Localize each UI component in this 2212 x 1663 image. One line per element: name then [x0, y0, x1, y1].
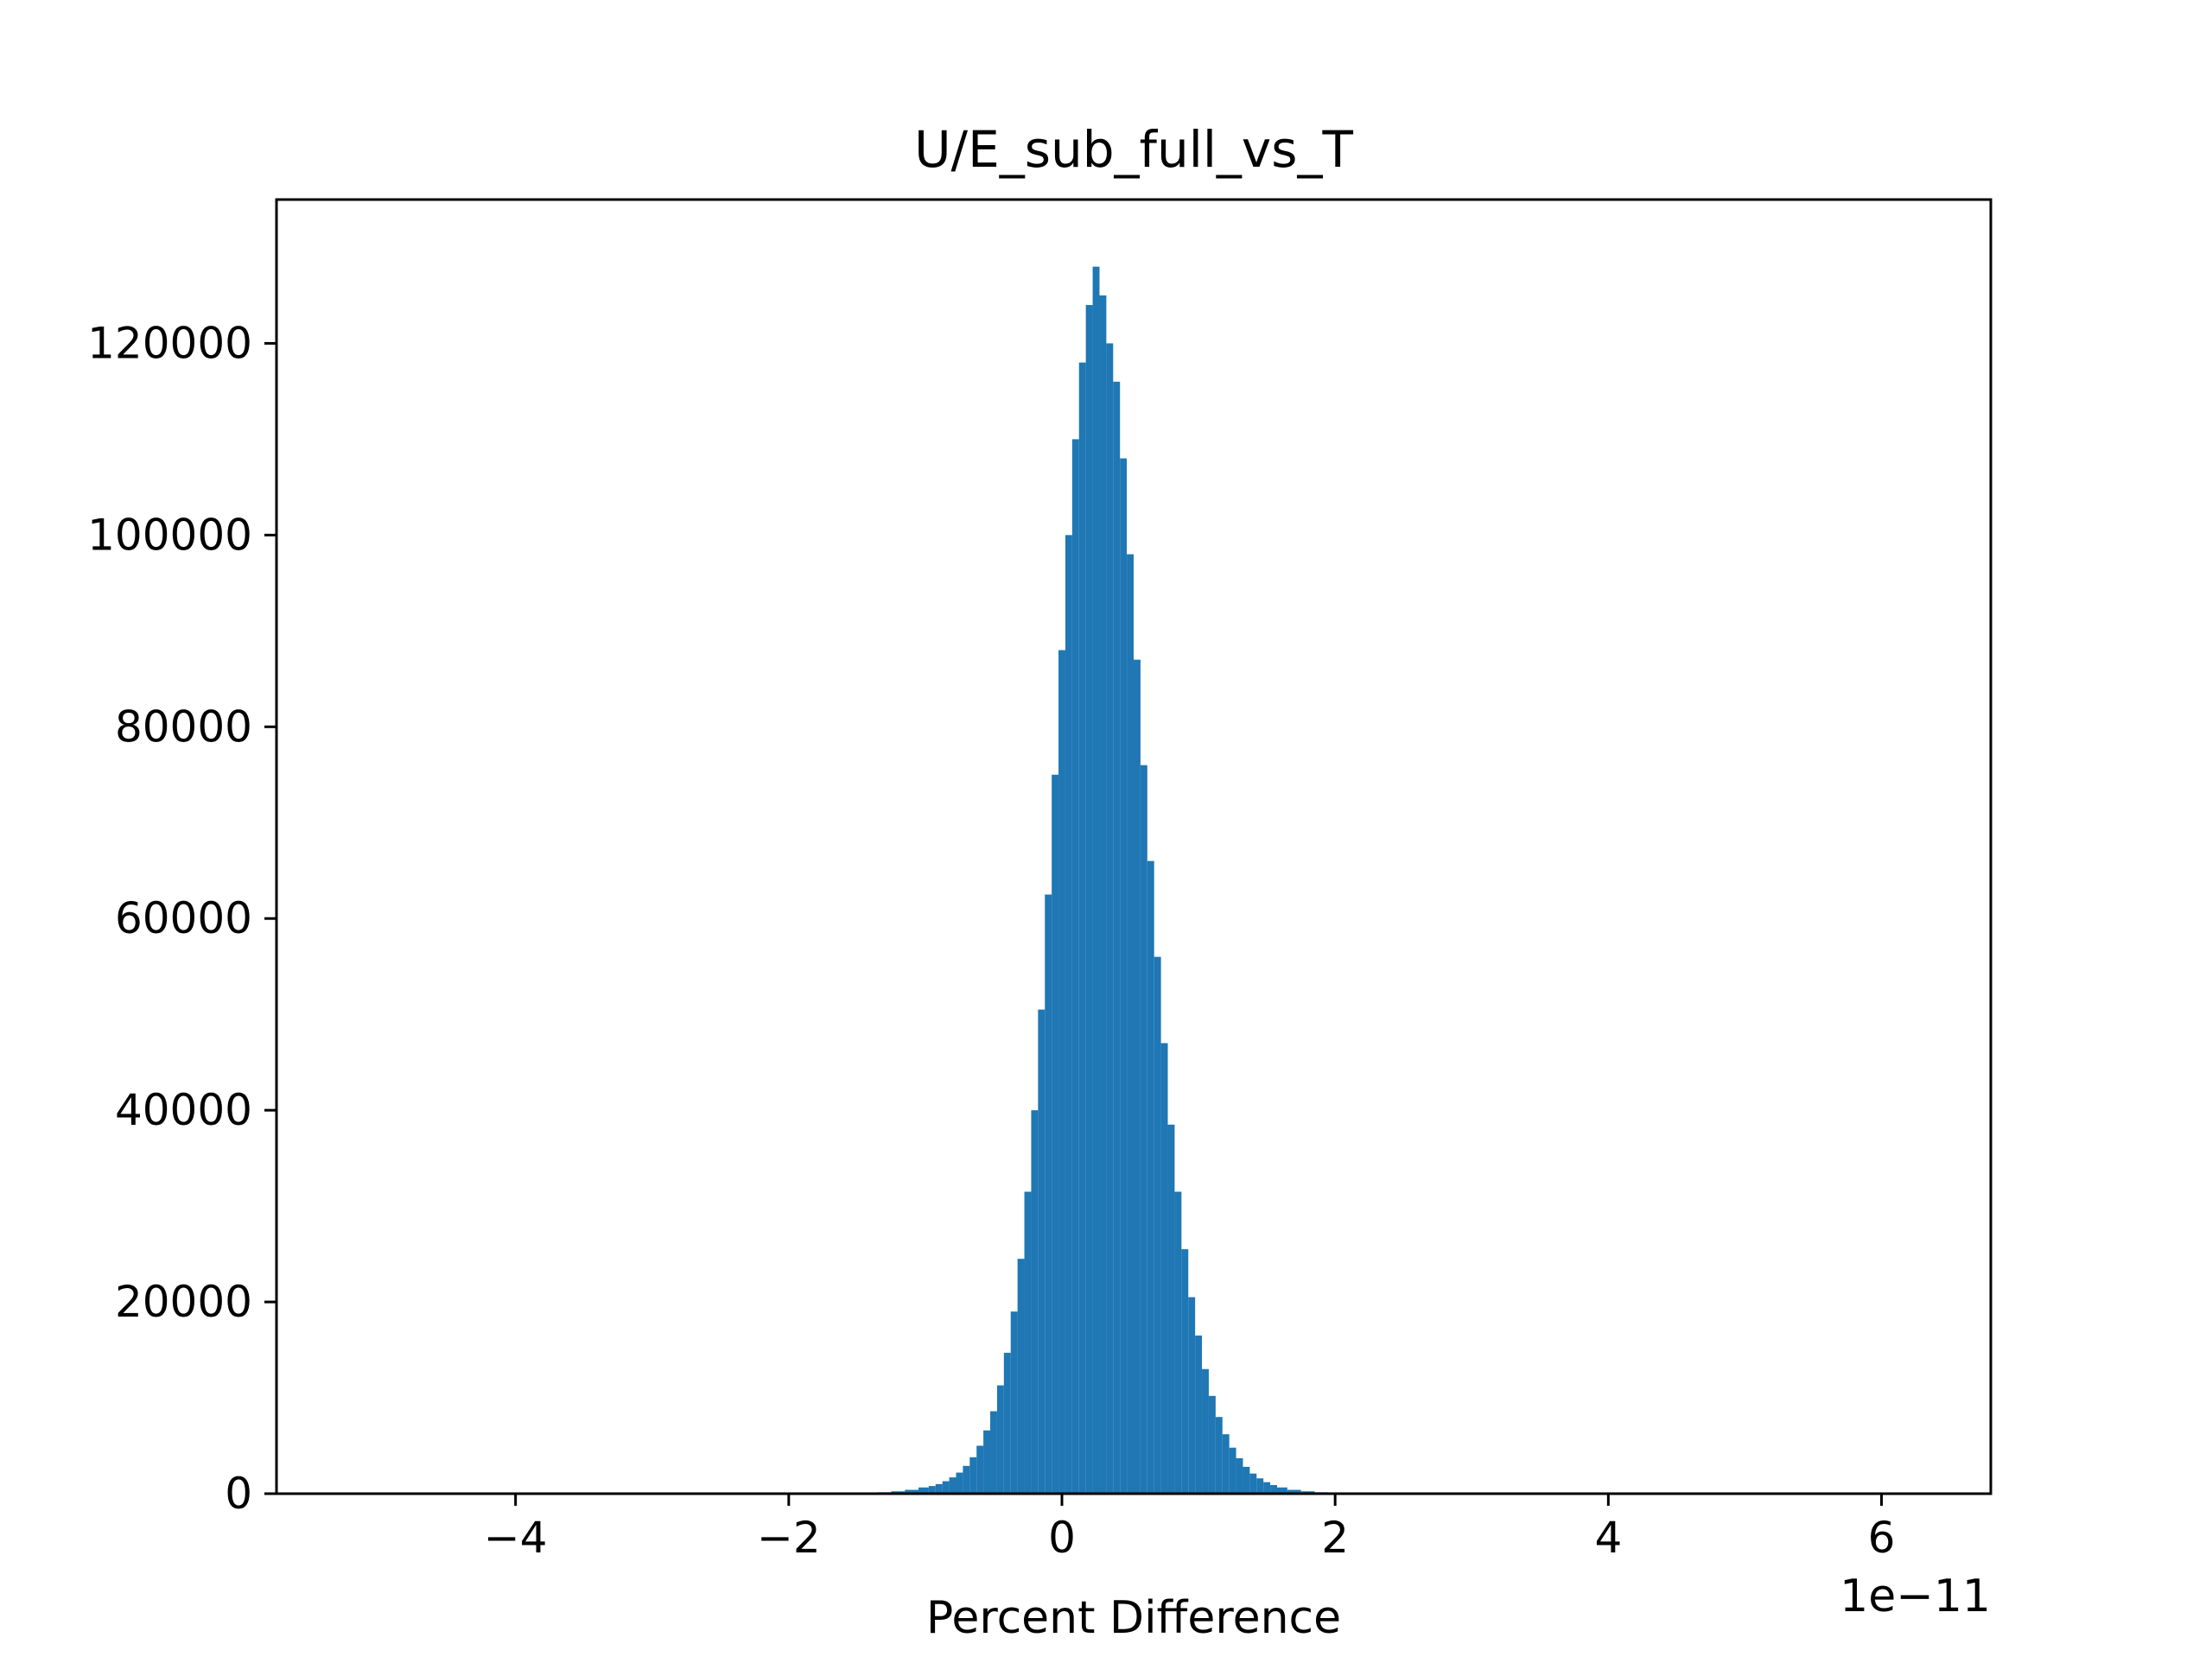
histogram-bar: [1276, 1487, 1287, 1494]
x-tick-label: −4: [484, 1513, 548, 1563]
ticks-layer: −4 −2 0 2 4 6 0 20000 40000 60000 80000 100000 12000…: [87, 318, 1895, 1563]
y-tick-label: 40000: [115, 1085, 252, 1135]
histogram-bar: [1140, 765, 1147, 1494]
histogram-bar: [1071, 439, 1079, 1494]
histogram-bar: [1222, 1434, 1230, 1494]
histogram-bar: [942, 1481, 950, 1494]
histogram-bar: [918, 1487, 929, 1494]
y-tick-label: 100000: [87, 510, 252, 560]
histogram-bar: [1154, 956, 1161, 1494]
histogram-bar: [1160, 1043, 1168, 1494]
histogram-bar: [1147, 860, 1154, 1494]
histogram-bar: [1167, 1124, 1175, 1494]
histogram-bar: [1085, 305, 1093, 1494]
y-tick-label: 0: [225, 1469, 252, 1519]
histogram-bar: [1249, 1473, 1257, 1494]
histogram-bar: [1024, 1191, 1032, 1494]
histogram-bar: [1202, 1368, 1209, 1494]
y-tick-label: 60000: [115, 893, 252, 943]
histogram-bar: [983, 1430, 991, 1494]
y-tick-label: 20000: [115, 1277, 252, 1327]
histogram-bar: [1038, 1009, 1046, 1494]
histogram-bar: [935, 1483, 943, 1494]
histogram-bar: [1010, 1311, 1018, 1494]
x-tick-label: 2: [1321, 1513, 1349, 1563]
histogram-bar: [1134, 659, 1141, 1494]
histogram-bar: [1236, 1457, 1243, 1494]
histogram-bar: [1287, 1489, 1301, 1494]
histogram-bar: [990, 1411, 997, 1494]
y-tick-label: 80000: [115, 701, 252, 752]
histogram-bar: [1113, 381, 1121, 1495]
histogram-bar: [1181, 1249, 1189, 1494]
histogram-bar: [1052, 774, 1059, 1494]
histogram-bar: [1078, 362, 1086, 1495]
histogram-bar: [1188, 1297, 1196, 1494]
histogram-bar: [1099, 295, 1107, 1495]
histogram-bar: [1263, 1482, 1271, 1494]
histogram-bar: [1256, 1478, 1264, 1494]
histogram-bar: [1208, 1395, 1216, 1494]
histogram-bar: [1243, 1466, 1250, 1494]
histogram-bar: [928, 1486, 936, 1494]
histogram-bar: [1045, 894, 1052, 1494]
histogram-bar: [956, 1472, 963, 1494]
histogram-bar: [949, 1477, 957, 1494]
histogram-bar: [1092, 266, 1100, 1494]
x-offset-label: 1e−11: [1840, 1571, 1991, 1622]
x-axis-label: Percent Difference: [926, 1592, 1341, 1644]
plot-frame: [275, 198, 1993, 1495]
y-tick-label: 120000: [87, 318, 252, 368]
x-tick-label: 6: [1868, 1513, 1896, 1563]
histogram-bar: [976, 1445, 984, 1494]
x-tick-label: 4: [1594, 1513, 1622, 1563]
histogram-bar: [963, 1465, 970, 1494]
histogram-bar: [1215, 1417, 1223, 1494]
histogram-bar: [1120, 458, 1128, 1494]
histogram-bar: [1106, 343, 1114, 1494]
x-tick-label: −2: [757, 1513, 821, 1563]
histogram-bar: [1058, 650, 1065, 1494]
histogram-bar: [1270, 1485, 1277, 1494]
histogram-bar: [1195, 1335, 1203, 1494]
histogram-bar: [1229, 1447, 1236, 1494]
histogram-bar: [969, 1457, 977, 1494]
chart-title: U/E_sub_full_vs_T: [914, 120, 1353, 179]
histogram-bar: [1127, 554, 1134, 1494]
histogram-bar: [1017, 1259, 1025, 1494]
x-tick-label: 0: [1048, 1513, 1076, 1563]
histogram-bar: [1065, 535, 1072, 1494]
histogram-bar: [1174, 1191, 1182, 1494]
histogram-bar: [996, 1385, 1004, 1494]
bars-layer: [867, 266, 1339, 1495]
histogram-bar: [905, 1489, 919, 1494]
histogram-bar: [1003, 1352, 1011, 1494]
histogram-bar: [1031, 1110, 1039, 1494]
